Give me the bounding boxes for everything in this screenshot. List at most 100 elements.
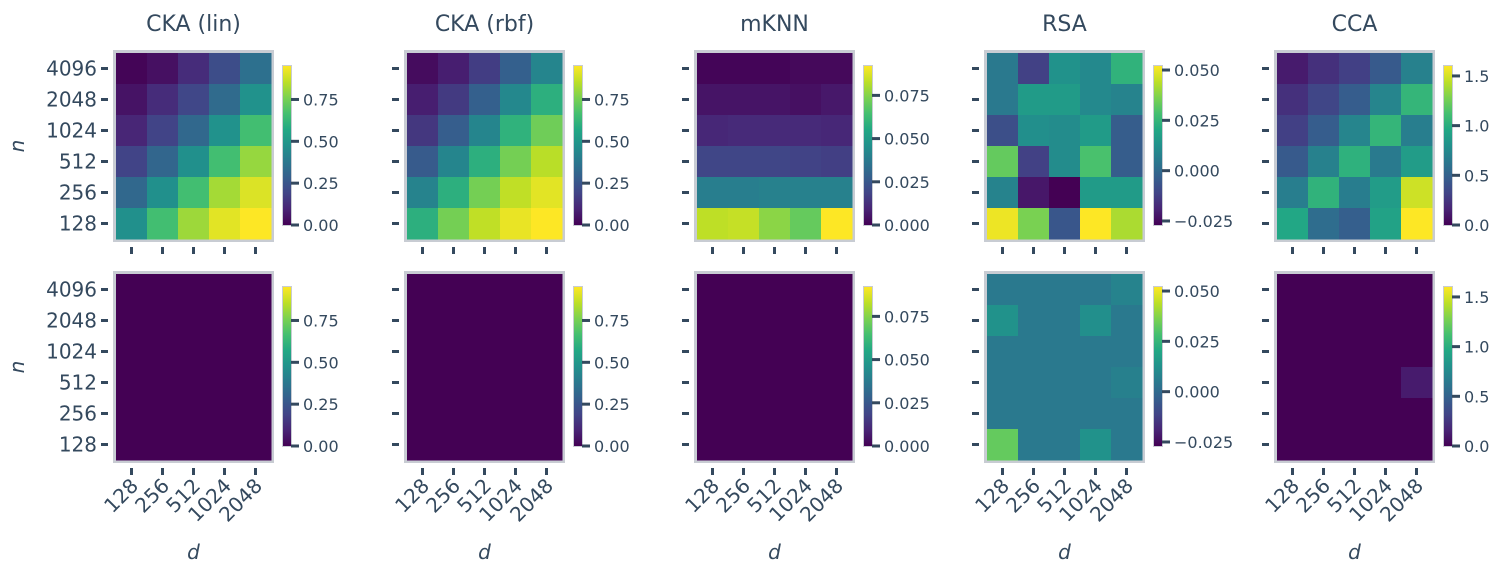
heatmap-cell (1080, 336, 1112, 368)
heatmap-cell (1080, 177, 1112, 209)
heatmap-cell (178, 305, 210, 337)
heatmap-cell (209, 429, 241, 461)
heatmap-cell (500, 336, 532, 368)
x-axis-label: d (1058, 540, 1071, 564)
panel-title: CCA (1332, 12, 1378, 37)
heatmap-cell (1401, 146, 1433, 178)
heatmap-cell (821, 429, 853, 461)
heatmap-cell (116, 274, 148, 306)
heatmap-cell (240, 84, 272, 116)
heatmap-cell (407, 177, 439, 209)
heatmap-cell (469, 208, 501, 240)
heatmap-cell (728, 367, 760, 399)
colorbar-gradient (574, 66, 582, 225)
heatmap-cell (240, 146, 272, 178)
heatmap-cell (407, 146, 439, 178)
heatmap-cell (438, 274, 470, 306)
heatmap-cell (209, 398, 241, 430)
heatmap-cell (821, 274, 853, 306)
colorbar-tick-label: 0.00 (594, 216, 630, 235)
heatmap-cell (500, 115, 532, 147)
colorbar-tick-label: 0.00 (303, 437, 339, 456)
heatmap-cell (1018, 146, 1050, 178)
x-axis-label: d (187, 540, 200, 564)
heatmap-cell (1339, 115, 1371, 147)
heatmap-cell (531, 398, 563, 430)
heatmap-cell (407, 53, 439, 85)
heatmap-cell (1370, 367, 1402, 399)
heatmap-cell (987, 84, 1019, 116)
colorbar-tick-label: 1.0 (1464, 338, 1489, 357)
heatmap-cell (240, 53, 272, 85)
heatmap-cell (759, 53, 791, 85)
heatmap-cell (178, 398, 210, 430)
heatmap-cell (116, 336, 148, 368)
heatmap-cell (1308, 177, 1340, 209)
heatmap-cell (1339, 84, 1371, 116)
heatmap-cell (821, 84, 853, 116)
heatmap-cell (1111, 274, 1143, 306)
heatmap-cell (1049, 398, 1081, 430)
heatmap-cell (1049, 274, 1081, 306)
heatmap-cell (1111, 146, 1143, 178)
heatmap-cell (759, 115, 791, 147)
heatmap-cell (1401, 208, 1433, 240)
heatmap-cell (531, 429, 563, 461)
heatmap-cell (1018, 208, 1050, 240)
heatmap-cell (147, 208, 179, 240)
heatmap-cell (1080, 53, 1112, 85)
colorbar-gradient (574, 287, 582, 446)
heatmap-cell (728, 274, 760, 306)
heatmap-cell (697, 53, 729, 85)
y-tick-label: 4096 (46, 278, 97, 302)
colorbar-tick-label: 0.50 (594, 353, 630, 372)
colorbar-tick-label: 0.25 (594, 395, 630, 414)
heatmap-cell (1370, 429, 1402, 461)
colorbar-tick-label: 1.5 (1464, 288, 1489, 307)
heatmap-cell (790, 53, 822, 85)
heatmap-cell (759, 208, 791, 240)
heatmap-cell (790, 84, 822, 116)
heatmap-cell (1018, 429, 1050, 461)
heatmap-cell (407, 208, 439, 240)
heatmap-cell (1080, 398, 1112, 430)
heatmap-cell (1049, 115, 1081, 147)
colorbar-gradient (283, 66, 291, 225)
heatmap-cell (1277, 274, 1309, 306)
heatmap-cell (1049, 208, 1081, 240)
heatmap-cell (1080, 115, 1112, 147)
heatmap-cell (728, 177, 760, 209)
heatmap-cell (790, 146, 822, 178)
heatmap-cell (500, 305, 532, 337)
colorbar-tick-label: 0.75 (594, 311, 630, 330)
heatmap-cell (240, 305, 272, 337)
colorbar-gradient (283, 287, 291, 446)
heatmap-cell (987, 336, 1019, 368)
heatmap-cell (1308, 336, 1340, 368)
heatmap-cell (407, 336, 439, 368)
colorbar-tick-label: 0.050 (1174, 61, 1220, 80)
heatmap-cell (987, 177, 1019, 209)
heatmap-cell (728, 429, 760, 461)
heatmap-cell (240, 367, 272, 399)
heatmap-cell (1018, 115, 1050, 147)
heatmap-cell (697, 398, 729, 430)
heatmap-cell (531, 336, 563, 368)
heatmap-cell (987, 398, 1019, 430)
heatmap-cell (1018, 84, 1050, 116)
colorbar-tick-label: 0.50 (303, 132, 339, 151)
y-tick-label: 2048 (46, 88, 97, 112)
heatmap-cell (728, 146, 760, 178)
heatmap-cell (531, 367, 563, 399)
heatmap-cell (178, 429, 210, 461)
colorbar-tick-label: 1.0 (1464, 117, 1489, 136)
heatmap-cell (1277, 84, 1309, 116)
heatmap-cell (790, 429, 822, 461)
heatmap-cell (147, 177, 179, 209)
heatmap-cell (407, 429, 439, 461)
heatmap-cell (1308, 305, 1340, 337)
colorbar: 0.000 0.025 0.050 0.075 (863, 286, 930, 456)
heatmap-cell (1277, 115, 1309, 147)
heatmap-cell (240, 115, 272, 147)
